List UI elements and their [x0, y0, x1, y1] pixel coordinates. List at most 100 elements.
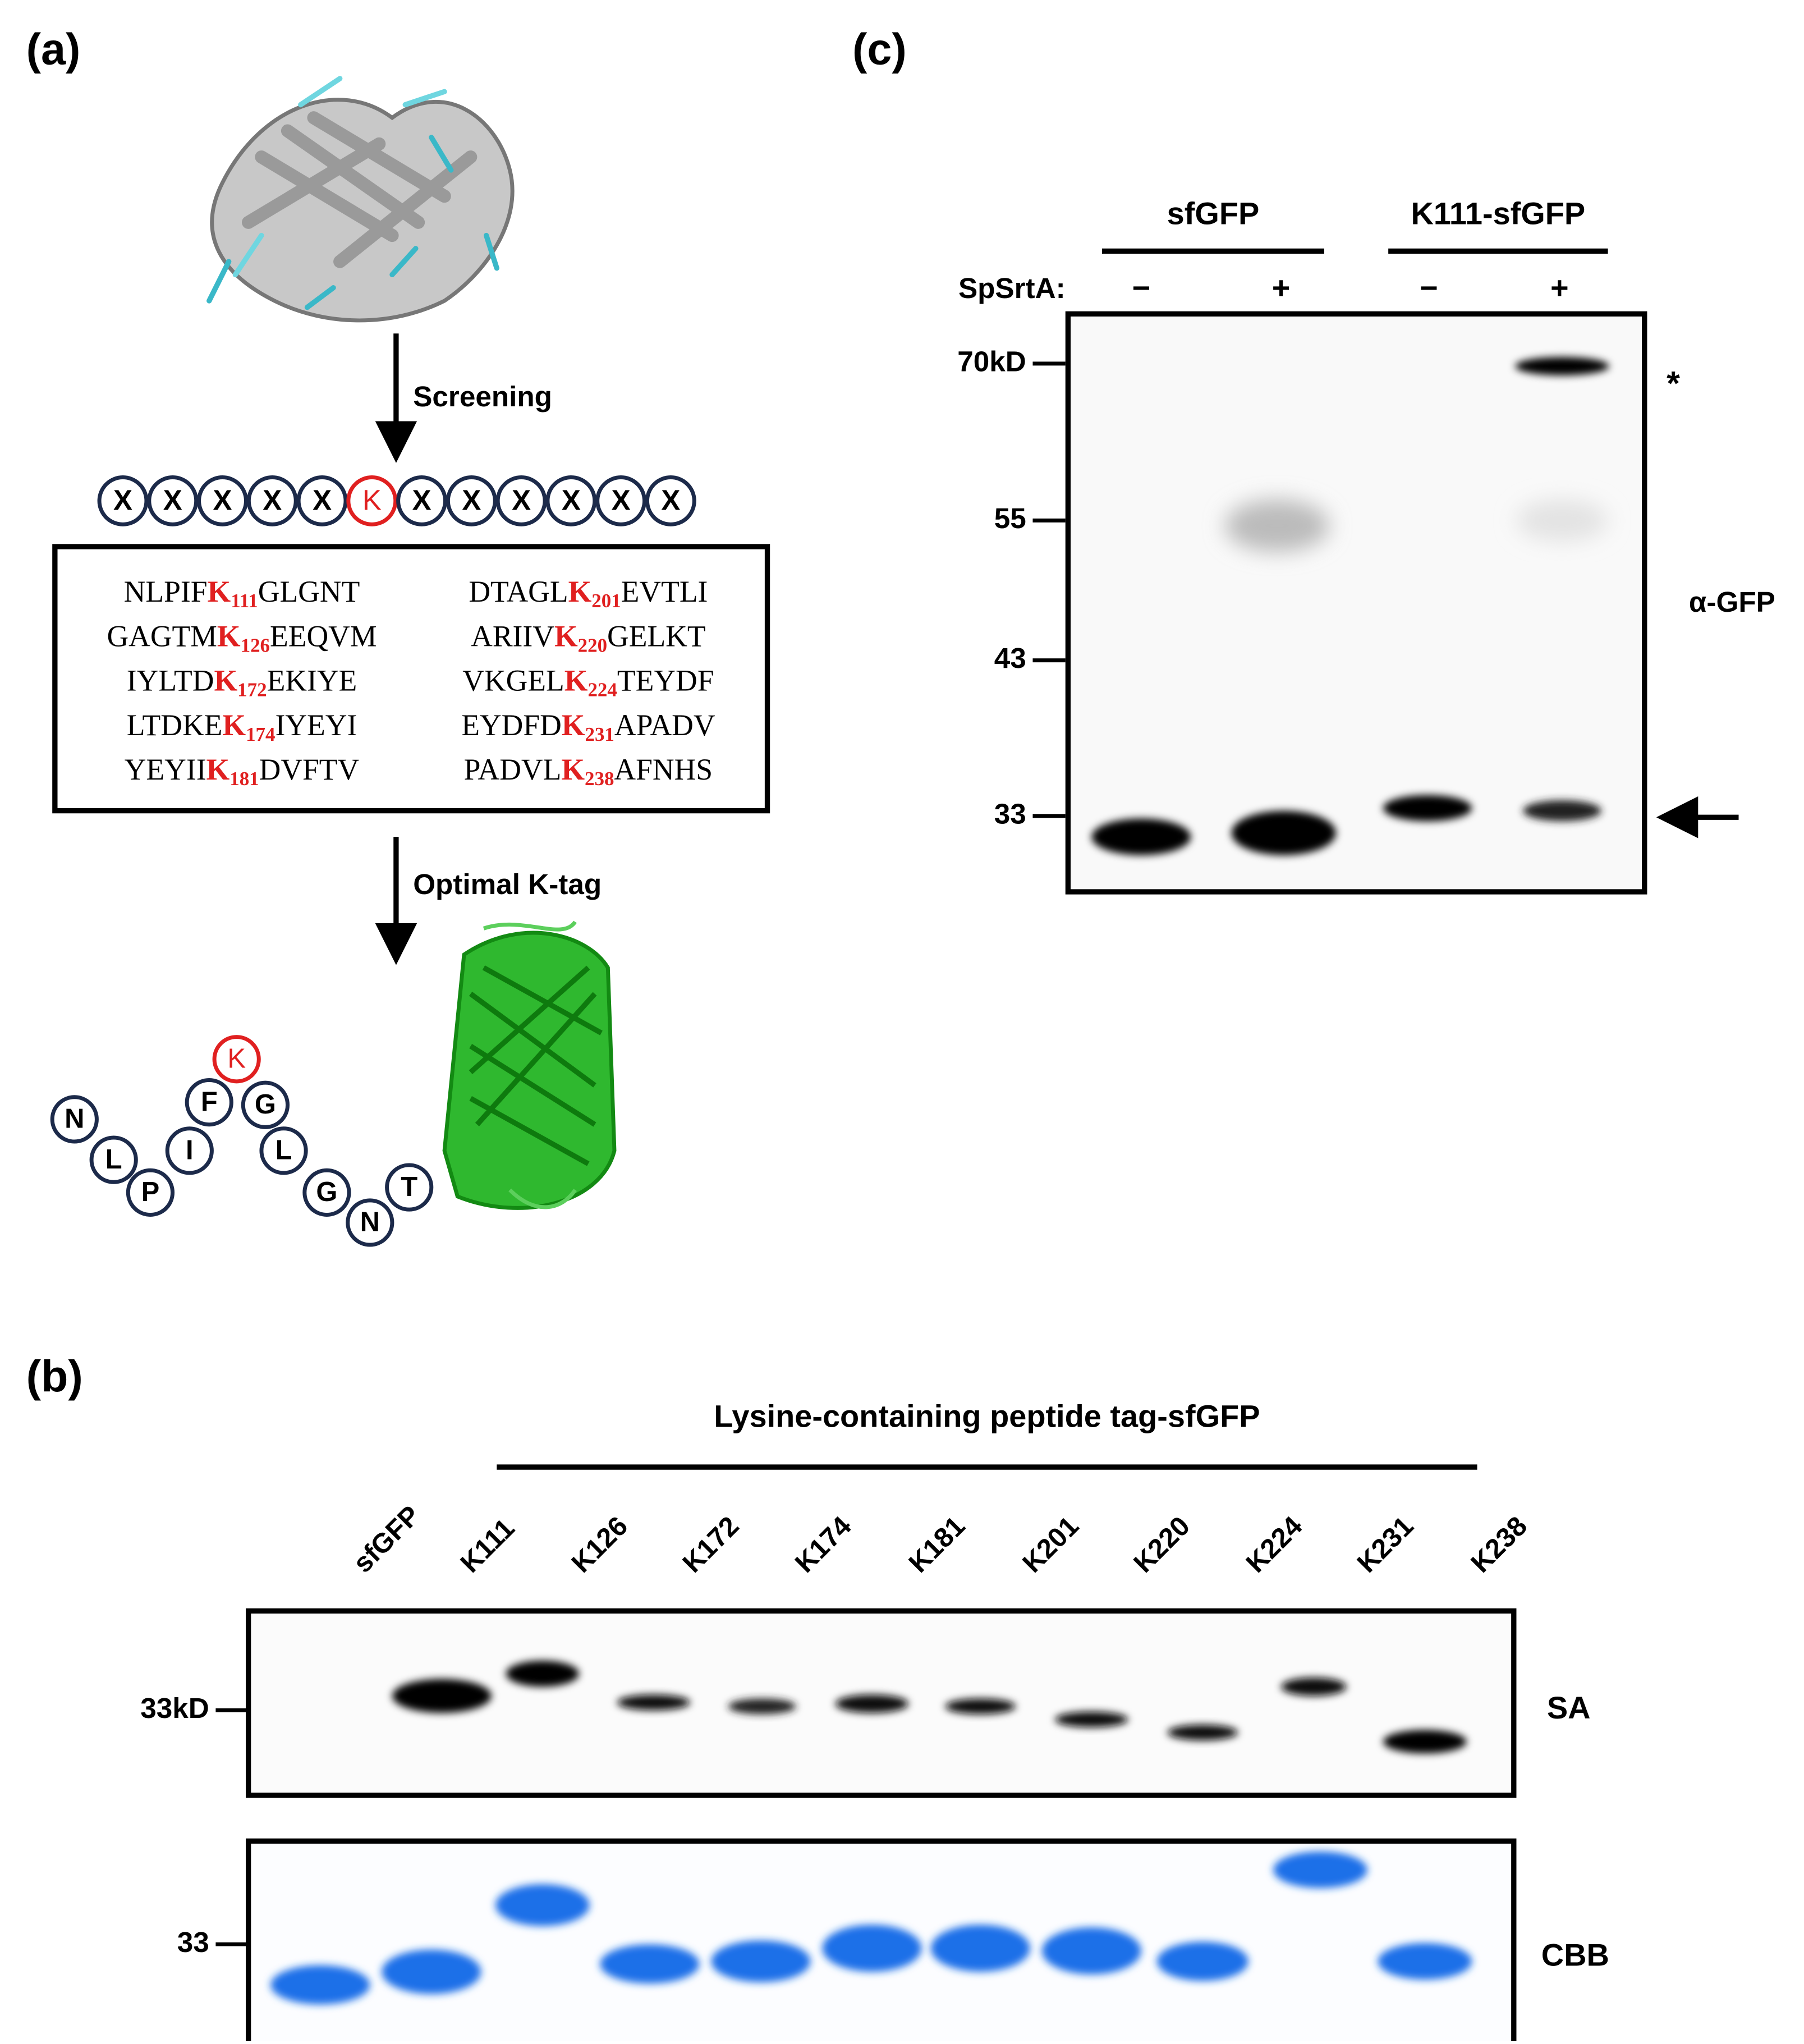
sa-bands: [392, 1660, 1467, 1754]
lane-label: K111: [455, 1513, 520, 1579]
residue-circle: [197, 475, 248, 526]
residue-circle: [346, 475, 398, 526]
peptide-suffix: DVFTV: [259, 753, 360, 786]
peptide-prefix: DTAGL: [469, 575, 568, 608]
lysine: K: [206, 753, 230, 786]
tag-circle: [259, 1126, 308, 1175]
residue: X: [412, 484, 431, 516]
treatment-sign: +: [1550, 270, 1569, 305]
peptide-suffix: GLGNT: [258, 575, 360, 608]
peptide: EYDFDK231APADV: [461, 708, 715, 745]
antibody-label: α-GFP: [1689, 586, 1775, 618]
lysine-position: 224: [587, 679, 617, 701]
peptide: NLPIFK111GLGNT: [124, 575, 360, 612]
lysine: K: [208, 575, 231, 608]
residue: X: [661, 484, 680, 516]
lane-label: K224: [1241, 1511, 1309, 1579]
group-label: K111-sfGFP: [1411, 195, 1585, 231]
tag-circle: [165, 1126, 214, 1175]
lane-label: K220: [1128, 1511, 1196, 1579]
peptide-prefix: EYDFD: [461, 708, 562, 742]
tag-residue: F: [201, 1087, 218, 1117]
residue: X: [612, 484, 631, 516]
lysine-position: 201: [591, 590, 621, 612]
tag-circle: [346, 1198, 394, 1247]
peptide-prefix: IYLTD: [127, 664, 214, 698]
residue-circle: [296, 475, 348, 526]
peptide-suffix: EVTLI: [621, 575, 708, 608]
marker-label: 33: [994, 798, 1026, 829]
tag-residue: I: [186, 1135, 194, 1166]
peptide-suffix: IYEYI: [275, 708, 357, 742]
residue-circle: [545, 475, 597, 526]
blot-label: CBB: [1541, 1937, 1609, 1973]
residue: X: [263, 484, 282, 516]
treatment-sign: +: [1272, 270, 1291, 305]
treatment-sign: −: [1420, 270, 1438, 305]
tag-residue: G: [316, 1177, 337, 1207]
lane-label: K231: [1352, 1511, 1420, 1579]
tag-circle: [89, 1135, 138, 1184]
cbb-bands: [270, 1851, 1472, 2005]
tag-residue: K: [227, 1043, 246, 1074]
tag-circle: [50, 1095, 99, 1144]
peptide: IYLTDK172EKIYE: [127, 664, 357, 701]
lane-label: K238: [1465, 1511, 1533, 1579]
peptide: ARIIVK220GELKT: [471, 620, 705, 657]
tag-circle: [212, 1035, 261, 1084]
tag-circle: [302, 1168, 351, 1217]
residue: X: [163, 484, 182, 516]
panel-label: (a): [26, 24, 81, 74]
peptide: GAGTMK126EEQVM: [107, 620, 377, 657]
residue-circle: [147, 475, 199, 526]
residue: X: [313, 484, 332, 516]
residue-circle: [645, 475, 696, 526]
peptide-prefix: GAGTM: [107, 620, 217, 653]
peptide-suffix: GELKT: [607, 620, 706, 653]
marker-label: 55: [994, 502, 1026, 534]
tag-residue: T: [401, 1172, 417, 1202]
lane-label: K126: [566, 1511, 634, 1579]
marker-label: 33: [177, 1926, 209, 1958]
panel-label: (c): [852, 24, 907, 74]
lysine: K: [562, 708, 585, 742]
residue-circle: [495, 475, 547, 526]
peptide: YEYIIK181DVFTV: [125, 753, 360, 790]
peptide-suffix: APADV: [614, 708, 715, 742]
lane-label: K174: [789, 1511, 857, 1579]
protein-structure: [206, 76, 515, 323]
peptide: VKGELK224TEYDF: [462, 664, 714, 701]
enzyme-label: SpSrtA:: [958, 272, 1066, 304]
step-label: Screening: [413, 381, 552, 413]
peptide-suffix: AFNHS: [614, 753, 713, 786]
residue-circle: [396, 475, 447, 526]
tag-residue: L: [276, 1135, 292, 1166]
peptide-suffix: EKIYE: [267, 664, 357, 698]
peptide-prefix: ARIIV: [471, 620, 554, 653]
peptide: PADVLK238AFNHS: [464, 753, 713, 790]
residue-circle: [595, 475, 647, 526]
lysine-position: 174: [246, 723, 275, 745]
lysine: K: [568, 575, 592, 608]
sfgfp-structure: [442, 920, 617, 1210]
peptide-prefix: VKGEL: [462, 664, 564, 698]
peptide-suffix: EEQVM: [270, 620, 377, 653]
residue-circle: [97, 475, 149, 526]
lysine-position: 238: [585, 768, 614, 790]
tag-circle: [385, 1163, 434, 1212]
lane-label: K201: [1017, 1511, 1085, 1579]
lysine-position: 111: [231, 590, 258, 612]
lysine: K: [554, 620, 578, 653]
lysine: K: [561, 753, 585, 786]
lysine-position: 181: [229, 768, 259, 790]
tag-circle: [126, 1168, 175, 1217]
tag-residue: L: [105, 1144, 122, 1175]
lysine: K: [214, 664, 237, 698]
residue: X: [213, 484, 232, 516]
lysine-position: 126: [241, 634, 270, 656]
peptide-suffix: TEYDF: [617, 664, 714, 698]
residue: K: [362, 484, 382, 516]
residue: X: [562, 484, 581, 516]
lysine: K: [217, 620, 241, 653]
blot-label: SA: [1547, 1690, 1591, 1725]
